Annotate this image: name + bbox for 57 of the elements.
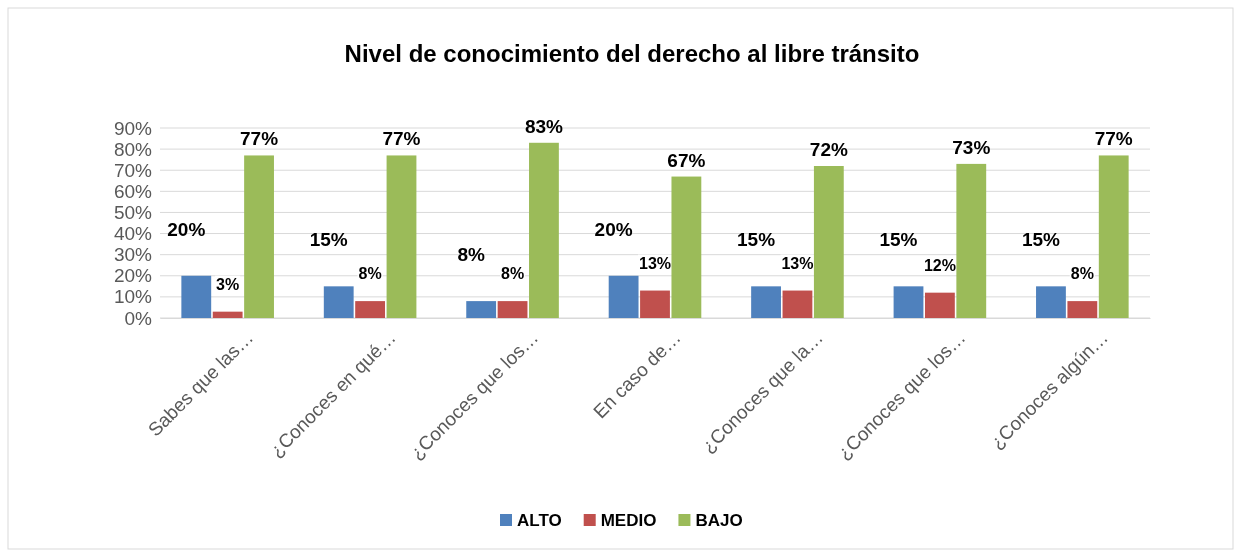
legend-label: ALTO: [517, 511, 562, 530]
bar: [466, 301, 497, 318]
y-tick-label: 0%: [124, 307, 153, 329]
bar: [893, 286, 924, 318]
bar: [323, 286, 354, 318]
y-tick-label: 20%: [113, 265, 153, 287]
y-tick-label: 60%: [113, 180, 153, 202]
bar: [671, 176, 702, 318]
data-label: 73%: [952, 136, 991, 158]
y-tick-label: 10%: [113, 286, 153, 308]
bar: [1036, 286, 1066, 318]
bar: [1067, 301, 1098, 318]
data-label: 8%: [500, 265, 525, 283]
data-label: 77%: [1094, 128, 1133, 150]
y-tick-label: 90%: [113, 117, 153, 139]
bar: [497, 301, 528, 318]
bar: [529, 142, 559, 318]
data-label: 83%: [524, 115, 564, 137]
data-label: 8%: [358, 265, 382, 283]
data-label: 77%: [382, 128, 421, 150]
data-label: 12%: [923, 256, 956, 274]
data-label: 8%: [1070, 265, 1094, 283]
data-label: 20%: [167, 218, 206, 240]
data-label: 67%: [667, 149, 706, 171]
y-tick-label: 50%: [113, 202, 153, 224]
data-label: 3%: [216, 275, 240, 293]
data-label: 13%: [638, 254, 672, 272]
bar: [782, 290, 813, 318]
chart-title: Nivel de conocimiento del derecho al libre tránsito: [344, 40, 920, 67]
bar: [181, 275, 212, 318]
bar: [386, 155, 417, 318]
data-label: 77%: [240, 128, 279, 150]
data-label: 72%: [809, 139, 848, 160]
bar: [1098, 155, 1129, 318]
y-tick-label: 70%: [113, 159, 153, 181]
y-tick-label: 40%: [113, 223, 153, 245]
bar: [956, 163, 987, 318]
bar: [924, 292, 955, 318]
y-tick-label: 80%: [113, 138, 153, 160]
y-tick-label: 30%: [113, 244, 153, 266]
data-label: 13%: [781, 254, 814, 272]
x-tick-label: En caso de…: [589, 326, 685, 423]
data-label: 20%: [594, 218, 633, 240]
bar: [751, 286, 781, 318]
data-label: 15%: [309, 229, 348, 251]
data-label: 15%: [737, 229, 776, 251]
data-label: 15%: [879, 229, 918, 251]
legend-label: BAJO: [695, 511, 743, 530]
data-label: 15%: [1021, 229, 1061, 251]
bar: [244, 155, 274, 318]
bar: [608, 275, 639, 318]
bar: [355, 301, 386, 318]
bar: [813, 166, 844, 318]
legend-label: MEDIO: [600, 511, 657, 530]
data-label: 8%: [457, 244, 485, 266]
bar: [212, 311, 243, 318]
bar: [640, 290, 670, 318]
